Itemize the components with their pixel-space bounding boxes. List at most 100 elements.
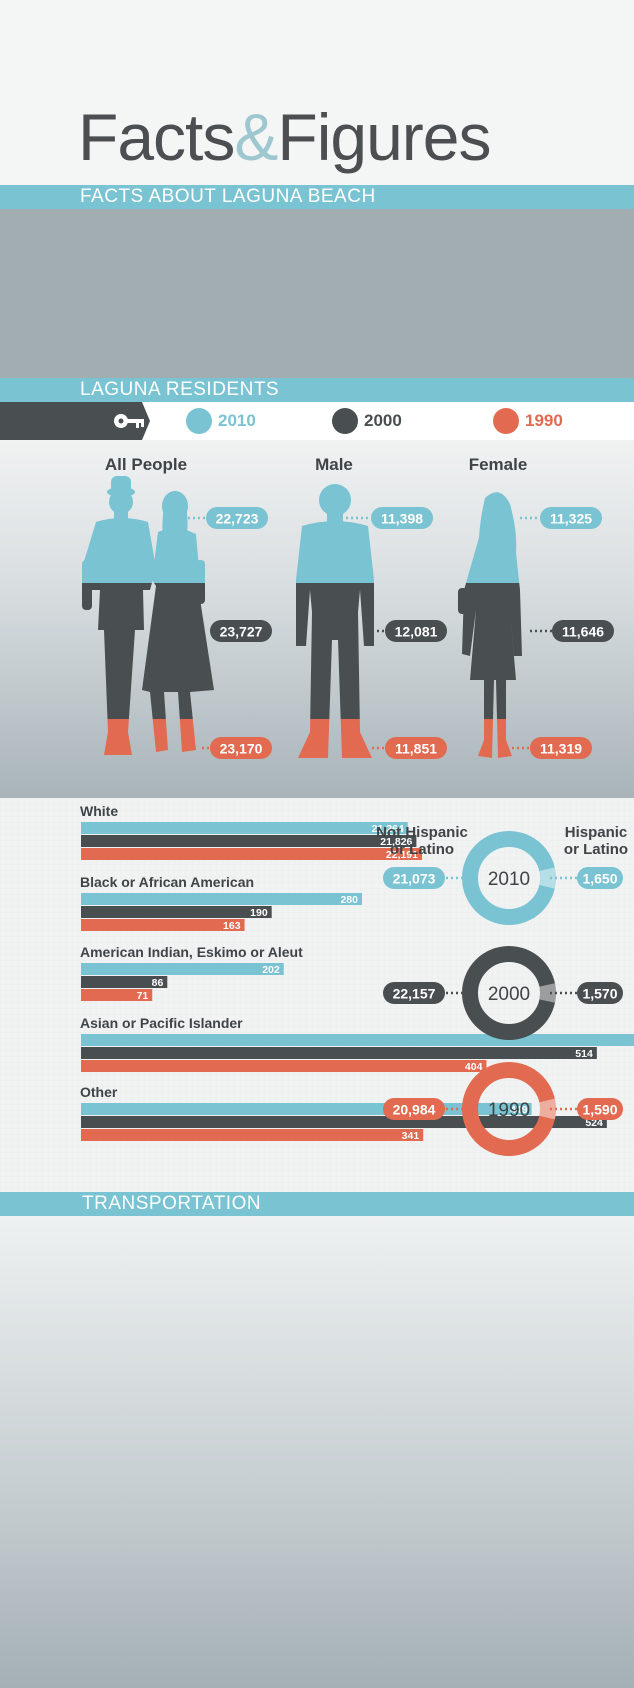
hispanic-pill	[577, 982, 623, 1004]
header: Facts&Figures	[0, 0, 634, 185]
legend-label-1990: 1990	[525, 411, 563, 430]
race-bar-value: 404	[465, 1061, 483, 1073]
not-hispanic-value: 22,157	[393, 986, 436, 1002]
donut-year-label: 2000	[488, 984, 530, 1005]
race-bar-2010	[81, 1034, 634, 1046]
not-hispanic-pill	[383, 982, 445, 1004]
transportation-band: TRANSPORTATION	[0, 1192, 634, 1216]
race-bar-value: 163	[223, 920, 241, 932]
value-pill	[540, 507, 602, 529]
hispanic-value: 1,590	[582, 1102, 617, 1118]
race-bar-2000	[81, 835, 417, 847]
race-bar-value: 21,264	[372, 823, 404, 835]
race-category-label: Asian or Pacific Islander	[80, 1015, 243, 1031]
race-category-label: Other	[80, 1084, 118, 1100]
donut-hispanic-segment-2000	[462, 946, 556, 1040]
hispanic-heading-line2: or Latino	[564, 841, 628, 858]
value-label-2010: 22,723	[216, 511, 259, 527]
legend-item-2010: 2010	[186, 408, 256, 434]
race-bar-value: 21,826	[380, 836, 412, 848]
legend-label-2000: 2000	[364, 411, 402, 430]
legend-label-2010: 2010	[218, 411, 256, 430]
race-bar-value: 190	[250, 907, 268, 919]
donut-hispanic-segment-1990	[462, 1062, 556, 1156]
subtitle: FACTS ABOUT LAGUNA BEACH	[80, 186, 376, 207]
hispanic-value: 1,570	[582, 986, 617, 1002]
title-facts: Facts	[78, 100, 235, 174]
race-bar-1990	[81, 989, 153, 1001]
header-image-area	[0, 209, 634, 378]
race-category-label: Black or African American	[80, 874, 254, 890]
value-label-2010: 11,325	[550, 511, 592, 527]
page-title: Facts&Figures	[78, 92, 491, 182]
donut-ring-2000	[462, 946, 556, 1040]
category-label-male: Male	[315, 455, 353, 474]
key-icon	[114, 414, 144, 428]
value-pill	[552, 620, 614, 642]
race-bar-value: 202	[262, 964, 280, 976]
not-hispanic-value: 20,984	[393, 1102, 436, 1118]
not-hispanic-pill	[383, 1098, 445, 1120]
title-ampersand: &	[234, 100, 278, 174]
value-label-1990: 11,851	[395, 741, 437, 757]
value-pill	[206, 507, 268, 529]
race-bar-1990	[81, 848, 422, 860]
residents-heading: LAGUNA RESIDENTS	[80, 379, 280, 400]
not-hispanic-heading-line2: or Latino	[390, 841, 454, 858]
hispanic-pill	[577, 1098, 623, 1120]
value-pill	[385, 620, 447, 642]
value-pill	[210, 737, 272, 759]
race-and-ethnicity-chart: White 21,264 21,826 22,191 Black or African …	[0, 798, 634, 1192]
donut-year-label: 2010	[488, 869, 530, 890]
value-label-2000: 12,081	[395, 624, 438, 640]
value-label-2010: 11,398	[381, 511, 423, 527]
race-bar-value: 280	[340, 894, 358, 906]
legend-swatch-1990	[493, 408, 519, 434]
race-bar-2000	[81, 1047, 597, 1059]
hispanic-heading-line1: Hispanic	[565, 824, 628, 841]
value-label-1990: 11,319	[540, 741, 582, 757]
not-hispanic-heading-line1: Not Hispanic	[376, 824, 468, 841]
value-label-1990: 23,170	[220, 741, 263, 757]
value-pill	[385, 737, 447, 759]
donut-ring-1990	[462, 1062, 556, 1156]
population-figures-svg: All People Male Female 22,723 23,727 23,17…	[82, 455, 614, 759]
value-label-2000: 23,727	[220, 624, 263, 640]
not-hispanic-value: 21,073	[393, 871, 436, 887]
donut-ring-2010	[462, 831, 556, 925]
legend-item-1990: 1990	[493, 408, 563, 434]
value-pill	[530, 737, 592, 759]
hispanic-rings: 2010 21,073 1,650 2000 22,157 1,570 1990 20,984…	[383, 831, 623, 1156]
race-bar-2000	[81, 976, 168, 988]
legend-swatch-2010	[186, 408, 212, 434]
category-label-all-people: All People	[105, 455, 187, 474]
legend-item-2000: 2000	[332, 408, 402, 434]
race-bar-value: 86	[152, 977, 164, 989]
race-bar-value: 449	[510, 1104, 528, 1116]
race-category-label: American Indian, Eskimo or Aleut	[80, 944, 303, 960]
value-pill	[371, 507, 433, 529]
residents-band: LAGUNA RESIDENTS	[0, 378, 634, 402]
not-hispanic-pill	[383, 867, 445, 889]
value-pill	[210, 620, 272, 642]
silhouette-figures	[82, 476, 522, 758]
transportation-area	[0, 1216, 634, 1688]
donut-year-label: 1990	[488, 1100, 530, 1121]
hispanic-value: 1,650	[582, 871, 617, 887]
legend-swatch-2000	[332, 408, 358, 434]
race-bar-2010	[81, 822, 408, 834]
population-value-labels: 22,723 23,727 23,170 11,398 12,081 11,851 11,3…	[188, 507, 614, 759]
race-category-label: White	[80, 803, 118, 819]
race-bar-1990	[81, 919, 245, 931]
legend-bar: 2010 2000 1990	[0, 402, 634, 440]
value-label-2000: 11,646	[562, 624, 604, 640]
race-bar-2000	[81, 906, 272, 918]
subtitle-band: FACTS ABOUT LAGUNA BEACH	[0, 185, 634, 209]
population-by-gender-chart: All People Male Female 22,723 23,727 23,17…	[0, 440, 634, 798]
hispanic-pill	[577, 867, 623, 889]
race-bar-1990	[81, 1060, 487, 1072]
category-label-female: Female	[469, 455, 528, 474]
race-bar-value: 341	[402, 1130, 420, 1142]
race-bar-value: 71	[137, 990, 149, 1002]
